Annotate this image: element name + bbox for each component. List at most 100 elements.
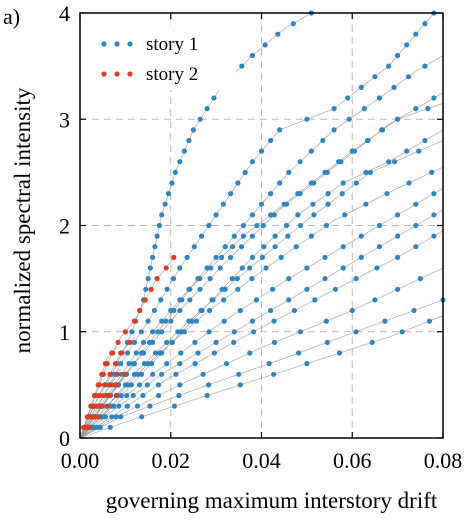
x-tick-label: 0.02 <box>152 448 191 473</box>
data-point <box>91 414 98 420</box>
data-point <box>171 403 177 409</box>
data-point <box>107 371 113 377</box>
data-point <box>291 307 297 314</box>
connector-line <box>79 255 176 439</box>
data-point <box>168 307 174 314</box>
data-point <box>431 191 437 197</box>
x-tick-label: 0.06 <box>333 448 372 473</box>
data-point <box>178 350 184 356</box>
data-point <box>149 361 155 367</box>
data-point <box>199 307 205 314</box>
data-point <box>286 169 292 175</box>
data-point <box>268 307 274 314</box>
data-point <box>138 329 144 335</box>
connector-line <box>79 230 444 439</box>
data-point <box>263 265 269 271</box>
data-point <box>268 191 274 197</box>
data-point <box>296 350 302 356</box>
data-point <box>220 201 226 207</box>
data-point <box>114 371 120 377</box>
data-point <box>108 403 114 409</box>
data-point <box>192 339 198 345</box>
data-point <box>140 339 147 345</box>
data-point <box>395 212 401 218</box>
data-point <box>190 127 196 133</box>
data-point <box>239 265 245 271</box>
data-point <box>363 169 369 175</box>
data-point <box>271 318 277 324</box>
data-point <box>163 265 169 271</box>
data-point <box>213 339 219 345</box>
data-point <box>277 127 283 133</box>
data-point <box>129 329 135 335</box>
data-point <box>168 318 174 324</box>
data-point <box>108 382 114 388</box>
x-tick-label: 0.04 <box>242 448 281 473</box>
data-point <box>91 392 98 399</box>
data-point <box>145 318 151 324</box>
data-point <box>426 318 432 324</box>
data-point <box>130 392 136 399</box>
data-point <box>336 159 342 165</box>
data-point <box>310 201 316 207</box>
data-point <box>95 382 101 388</box>
data-point <box>342 212 348 218</box>
y-tick-label: 2 <box>59 214 70 239</box>
data-point <box>150 371 156 377</box>
data-point <box>229 276 235 282</box>
data-point <box>340 180 346 186</box>
data-point <box>213 254 219 260</box>
data-point <box>324 339 330 345</box>
data-point <box>204 265 210 271</box>
data-point <box>109 350 115 356</box>
data-point <box>429 169 435 175</box>
data-point <box>308 233 314 239</box>
data-point <box>249 233 255 239</box>
data-point <box>207 276 213 282</box>
data-point <box>295 212 301 218</box>
data-point <box>340 265 346 271</box>
data-point <box>283 222 290 229</box>
data-point <box>249 159 255 165</box>
data-point <box>422 21 428 27</box>
data-point <box>223 361 230 367</box>
data-point <box>249 52 255 59</box>
data-point <box>322 169 328 175</box>
data-point <box>124 403 130 409</box>
legend-item-story-1 <box>101 41 133 47</box>
data-point <box>176 392 182 399</box>
data-point <box>113 392 119 399</box>
points-layer <box>81 10 446 430</box>
data-point <box>221 297 227 303</box>
data-point <box>145 276 151 282</box>
x-axis-title: governing maximum interstory drift <box>106 488 438 513</box>
data-point <box>325 191 331 197</box>
data-point <box>211 95 217 101</box>
tick-layer: 0.00 0.02 0.04 0.06 0.08 0 1 2 3 4 <box>59 1 462 473</box>
data-point <box>358 84 364 90</box>
legend-label-story-2: story 2 <box>146 64 198 85</box>
data-point <box>384 191 390 197</box>
data-point <box>153 350 159 356</box>
data-point <box>147 403 153 409</box>
connector-line <box>79 267 444 439</box>
data-point <box>228 254 234 260</box>
legend-marker <box>127 71 133 77</box>
data-point <box>376 95 383 101</box>
legend-marker <box>101 71 107 77</box>
data-point <box>308 180 314 186</box>
data-point <box>308 148 314 154</box>
data-point <box>156 222 162 229</box>
data-point <box>406 180 412 186</box>
y-tick-label: 4 <box>59 1 70 26</box>
data-point <box>209 297 215 303</box>
data-point <box>195 350 201 356</box>
data-point <box>286 276 292 282</box>
data-point <box>204 106 210 112</box>
data-point <box>266 361 272 367</box>
data-point <box>101 382 108 388</box>
data-point <box>278 254 284 260</box>
data-point <box>391 84 397 90</box>
data-point <box>169 180 175 186</box>
